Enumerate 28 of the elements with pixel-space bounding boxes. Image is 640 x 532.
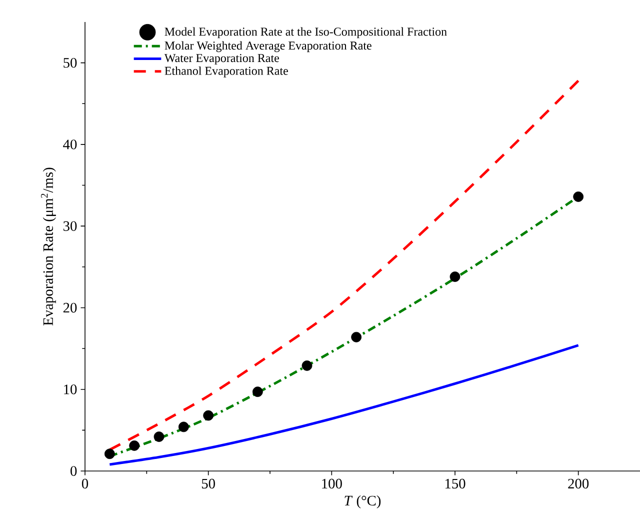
y-tick-label: 50 (64, 58, 77, 68)
legend-label: Model Evaporation Rate at the Iso-Compositional Fraction (164, 27, 447, 38)
x-tick-label: 200 (568, 478, 589, 489)
point (252, 386, 263, 397)
point (573, 191, 584, 202)
point (351, 332, 362, 342)
y-axis-title: Evaporation Rate (μm$^{2}$/ms) (41, 168, 56, 326)
y-tick-label: 20 (63, 302, 77, 313)
point (450, 271, 460, 282)
point (154, 432, 164, 442)
y-tick-label: 30 (63, 221, 77, 231)
x-axis-title: T (°C) (344, 495, 381, 508)
point (302, 360, 312, 371)
point (203, 410, 214, 421)
x-tick-label: 150 (445, 478, 466, 489)
y-tick-label: 0 (70, 466, 77, 476)
point (178, 422, 189, 432)
x-tick-label: 50 (202, 478, 215, 489)
x-tick-label: 100 (322, 478, 342, 489)
legend-label: Ethanol Evaporation Rate (164, 66, 288, 78)
y-tick-label: 40 (63, 140, 77, 150)
legend-label: Water Evaporation Rate (164, 54, 279, 65)
point (129, 440, 140, 451)
legend-label: Molar Weighted Average Evaporation Rate (164, 41, 372, 52)
line-series (108, 344, 580, 466)
y-tick-label: 10 (64, 384, 77, 394)
x-tick-label: 0 (82, 478, 88, 489)
point (104, 448, 115, 460)
